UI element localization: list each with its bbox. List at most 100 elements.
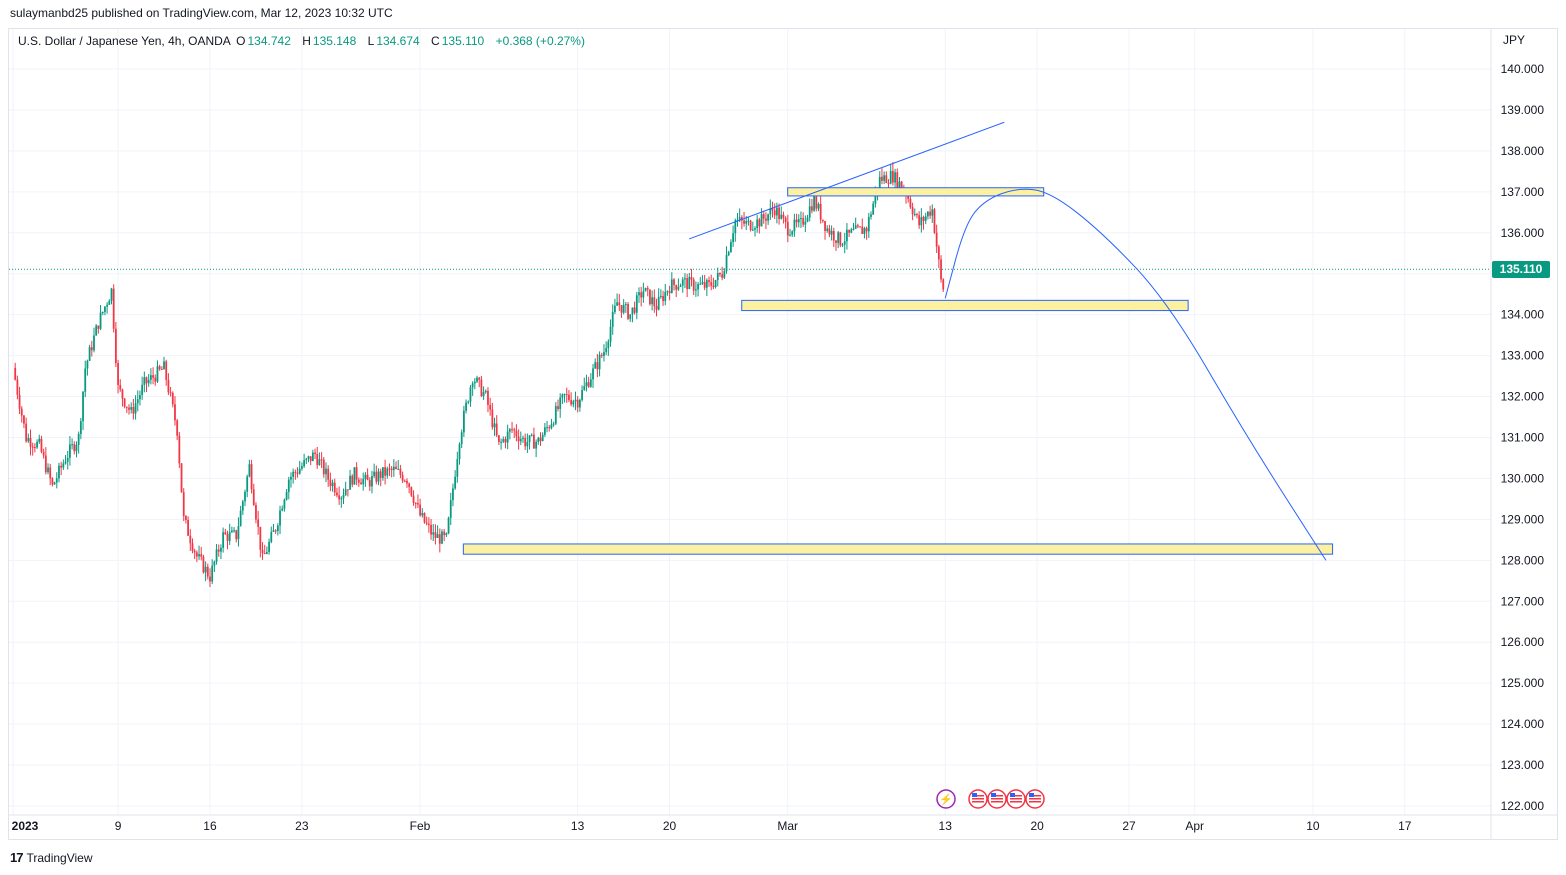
candle-up	[373, 471, 376, 477]
candle-down	[320, 459, 323, 461]
candle-down	[408, 483, 411, 488]
candle-down	[511, 429, 513, 431]
candle-down	[338, 495, 341, 500]
candle-down	[712, 285, 715, 288]
x-tick-label: Mar	[777, 819, 798, 833]
candle-down	[123, 398, 126, 407]
candle-up	[95, 325, 98, 336]
candle-up	[77, 433, 80, 445]
candle-down	[121, 389, 124, 399]
candle-up	[473, 381, 476, 384]
candle-up	[66, 457, 69, 462]
high-value: 135.148	[312, 34, 357, 48]
candle-down	[410, 487, 413, 496]
candle-up	[454, 476, 457, 489]
x-tick-label: 16	[203, 819, 217, 833]
y-tick-label: 130.000	[1501, 471, 1545, 485]
candle-down	[524, 437, 527, 447]
candle-down	[263, 553, 266, 555]
candle-up	[578, 399, 581, 408]
candle-up	[163, 361, 165, 370]
candle-down	[646, 287, 649, 290]
candle-up	[854, 225, 857, 229]
candle-down	[355, 467, 358, 480]
candle-up	[298, 468, 301, 474]
candle-up	[780, 214, 783, 219]
candle-down	[819, 203, 822, 220]
candle-down	[167, 379, 170, 393]
zone-target	[462, 543, 1334, 555]
candle-up	[775, 207, 778, 216]
candle-up	[432, 532, 435, 535]
candle-up	[789, 234, 791, 236]
candle-down	[907, 195, 910, 199]
candle-up	[88, 347, 91, 361]
candle-up	[301, 466, 303, 469]
y-tick-label: 124.000	[1501, 717, 1545, 731]
candle-up	[920, 217, 923, 226]
candle-up	[635, 295, 638, 313]
us-flag-icon[interactable]	[968, 789, 988, 809]
candle-up	[318, 459, 321, 466]
lightning-icon[interactable]: ⚡	[936, 789, 956, 809]
us-flag-icon[interactable]	[1025, 789, 1045, 809]
candle-up	[382, 467, 384, 478]
candle-up	[870, 214, 872, 217]
candle-up	[605, 348, 608, 353]
symbol-label[interactable]: U.S. Dollar / Japanese Yen, 4h, OANDA	[18, 34, 231, 48]
candle-up	[287, 479, 290, 492]
x-tick-label: Feb	[410, 819, 431, 833]
candle-up	[583, 386, 586, 391]
candle-down	[487, 390, 489, 405]
candle-up	[143, 377, 146, 385]
candle-down	[209, 576, 211, 582]
candle-down	[942, 279, 945, 290]
candle-down	[16, 379, 19, 395]
candle-up	[725, 255, 728, 272]
candle-down	[257, 519, 260, 527]
candle-up	[657, 296, 660, 310]
candle-down	[533, 434, 535, 449]
candle-up	[303, 460, 306, 467]
candle-down	[478, 377, 481, 380]
candle-down	[18, 394, 21, 409]
candle-up	[736, 219, 739, 221]
candle-up	[471, 383, 474, 388]
candle-up	[285, 491, 288, 500]
footer-brand[interactable]: TradingView	[26, 850, 93, 865]
candle-up	[699, 283, 702, 285]
candle-up	[754, 228, 756, 230]
candle-up	[898, 181, 901, 189]
candle-down	[786, 222, 789, 236]
candle-down	[918, 215, 921, 226]
tradingview-logo-icon[interactable]: 17	[10, 850, 24, 865]
us-flag-icon[interactable]	[987, 789, 1007, 809]
candle-up	[550, 424, 553, 429]
candle-down	[887, 182, 890, 184]
candle-up	[863, 228, 866, 234]
candle-down	[828, 228, 831, 235]
candle-down	[430, 524, 432, 535]
candle-up	[86, 360, 89, 369]
candle-down	[160, 368, 163, 370]
candle-up	[506, 431, 509, 443]
candle-up	[537, 437, 540, 443]
candle-down	[360, 482, 362, 485]
candle-up	[684, 278, 686, 280]
candle-down	[379, 471, 382, 478]
candle-down	[627, 304, 629, 319]
us-flag-icon[interactable]	[1006, 789, 1026, 809]
candle-up	[701, 282, 704, 284]
candle-down	[44, 455, 47, 473]
candle-up	[679, 285, 682, 287]
candle-down	[504, 439, 507, 443]
candle-up	[664, 291, 667, 302]
candle-up	[519, 438, 522, 442]
candle-down	[434, 532, 437, 538]
y-tick-label: 133.000	[1501, 349, 1545, 363]
candle-up	[760, 214, 763, 227]
candle-up	[104, 306, 106, 312]
candle-down	[90, 347, 93, 351]
candle-up	[84, 368, 87, 392]
